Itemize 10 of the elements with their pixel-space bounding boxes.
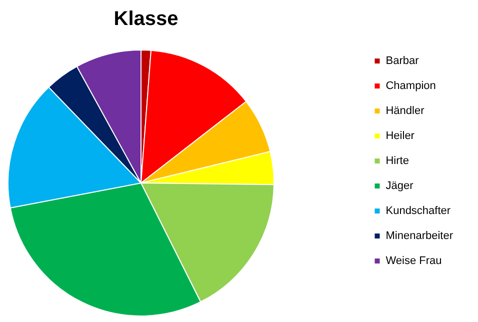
legend-label: Hirte bbox=[386, 155, 409, 167]
legend-label: Minenarbeiter bbox=[386, 230, 454, 242]
legend-label: Heiler bbox=[386, 130, 415, 142]
legend-label: Champion bbox=[386, 80, 436, 92]
legend-label: Barbar bbox=[386, 55, 420, 67]
chart-title: Klasse bbox=[114, 8, 178, 30]
legend-label: Kundschafter bbox=[386, 205, 451, 217]
legend-label: Jäger bbox=[386, 180, 414, 192]
legend-label: Weise Frau bbox=[386, 255, 442, 267]
legend-label: Händler bbox=[386, 105, 425, 117]
